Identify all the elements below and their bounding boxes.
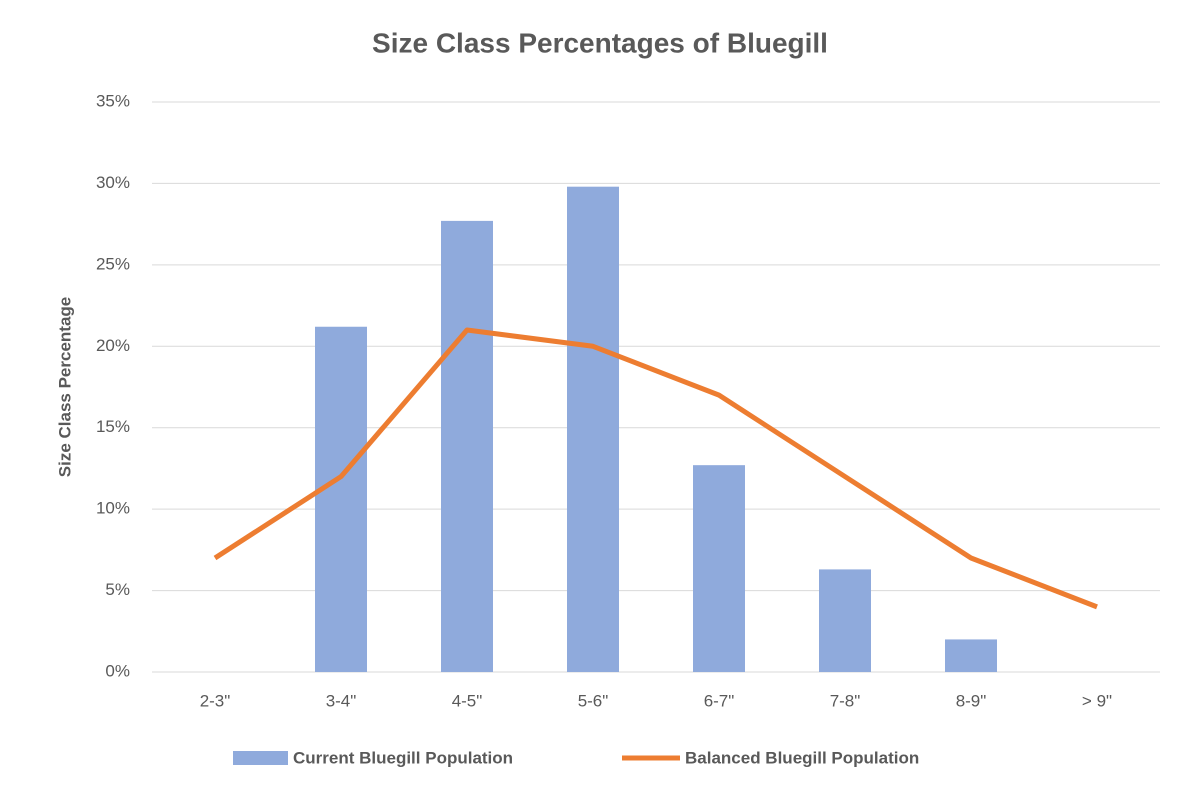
legend: Current Bluegill Population Balanced Blu… bbox=[233, 748, 919, 767]
legend-label: Balanced Bluegill Population bbox=[685, 748, 919, 767]
y-tick-label: 20% bbox=[96, 336, 130, 355]
y-tick-label: 35% bbox=[96, 91, 130, 110]
bar bbox=[441, 220, 493, 672]
x-tick-label: > 9" bbox=[1082, 691, 1112, 710]
x-tick-label: 2-3" bbox=[200, 691, 231, 710]
x-tick-label: 7-8" bbox=[830, 691, 861, 710]
bar bbox=[819, 569, 871, 672]
y-axis-title: Size Class Percentage bbox=[55, 297, 74, 477]
y-tick-label: 25% bbox=[96, 254, 130, 273]
y-tick-label: 5% bbox=[105, 580, 130, 599]
line bbox=[213, 327, 1098, 610]
x-tick-label: 8-9" bbox=[956, 691, 987, 710]
bar bbox=[945, 639, 997, 672]
chart-title: Size Class Percentages of Bluegill bbox=[372, 27, 828, 58]
x-tick-label: 6-7" bbox=[704, 691, 735, 710]
x-tick-label: 4-5" bbox=[452, 691, 483, 710]
y-tick-label: 10% bbox=[96, 499, 130, 518]
x-tick-label: 3-4" bbox=[326, 691, 357, 710]
x-tick-label: 5-6" bbox=[578, 691, 609, 710]
y-tick-label: 15% bbox=[96, 417, 130, 436]
y-tick-label: 0% bbox=[105, 661, 130, 680]
legend-label: Current Bluegill Population bbox=[293, 748, 513, 767]
bar bbox=[693, 465, 745, 672]
legend-swatch bbox=[233, 751, 288, 765]
y-tick-label: 30% bbox=[96, 173, 130, 192]
bar bbox=[315, 326, 367, 672]
bar bbox=[567, 186, 619, 672]
